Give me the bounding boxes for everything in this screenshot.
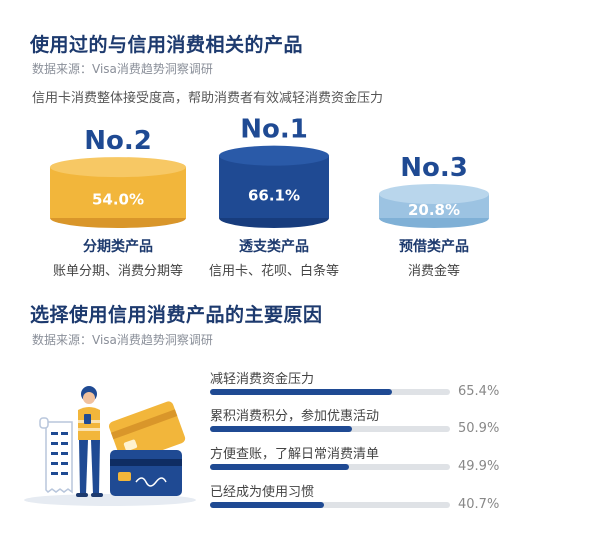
section1-subtitle: 信用卡消费整体接受度高，帮助消费者有效减轻消费资金压力 (32, 91, 384, 106)
reason-bar-3 (210, 502, 324, 508)
reason-value-label-0: 65.4% (458, 384, 500, 399)
reason-bar-track-1 (210, 426, 450, 432)
podium-value-label-2: 20.8% (408, 201, 460, 219)
podium-top-1 (219, 145, 329, 166)
podium-value-label-0: 54.0% (92, 191, 144, 209)
podium-category-desc-0: 账单分期、消费分期等 (52, 264, 183, 279)
reason-value-label-3: 40.7% (458, 497, 500, 512)
section2-source: 数据来源：Visa消费趋势洞察调研 (32, 333, 213, 347)
person-icon (76, 386, 103, 497)
podium-value-label-1: 66.1% (248, 186, 300, 204)
reason-label-3: 已经成为使用习惯 (210, 485, 315, 500)
reason-bar-track-2 (210, 464, 450, 470)
reason-bar-track-0 (210, 389, 450, 395)
podium-body-1 (219, 155, 329, 218)
reason-bar-1 (210, 426, 352, 432)
reason-bar-0 (210, 389, 393, 395)
podium-top-0 (50, 157, 186, 178)
reason-value-label-2: 49.9% (458, 459, 500, 474)
section1-source: 数据来源：Visa消费趋势洞察调研 (32, 62, 213, 76)
podium-rank-0: No.2 (84, 126, 152, 156)
podium-category-0: 分期类产品 (83, 239, 153, 255)
credit-card-illustration (24, 386, 196, 506)
podium-chart: 54.0% No.2 66.1% No.1 20.8% No.3 (50, 115, 489, 228)
reason-label-0: 减轻消费资金压力 (210, 372, 315, 387)
podium-category-2: 预借类产品 (399, 239, 469, 255)
section2-title: 选择使用信用消费产品的主要原因 (30, 304, 323, 326)
credit-card-icon (108, 401, 186, 496)
reason-bar-track-3 (210, 502, 450, 508)
reason-value-label-1: 50.9% (458, 421, 500, 436)
podium-rank-2: No.3 (400, 153, 468, 183)
podium-rank-1: No.1 (240, 115, 308, 145)
podium-category-1: 透支类产品 (239, 239, 309, 255)
section1-title: 使用过的与信用消费相关的产品 (30, 34, 304, 56)
podium-top-2 (379, 184, 489, 204)
reason-bar-2 (210, 464, 350, 470)
reason-label-1: 累积消费积分，参加优惠活动 (210, 409, 380, 424)
podium-category-desc-1: 信用卡、花呗、白条等 (208, 264, 339, 279)
reason-label-2: 方便查账，了解日常消费清单 (210, 447, 380, 462)
podium-category-desc-2: 消费金等 (407, 264, 460, 279)
receipt-icon (39, 417, 73, 494)
